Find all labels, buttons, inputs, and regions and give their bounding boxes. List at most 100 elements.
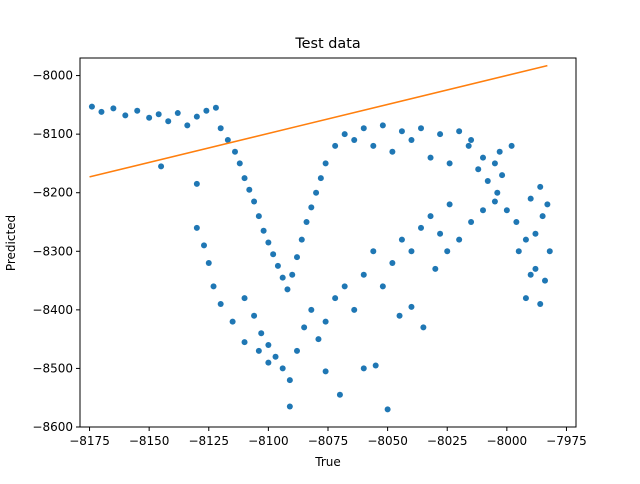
scatter-point-49 — [465, 142, 472, 149]
scatter-point-12 — [212, 104, 219, 111]
y-tick-label-4: −8200 — [32, 186, 73, 200]
scatter-point-110 — [515, 248, 522, 255]
plot-area — [79, 57, 577, 428]
scatter-point-97 — [201, 242, 207, 249]
scatter-point-29 — [298, 236, 305, 243]
scatter-point-105 — [444, 248, 451, 255]
y-axis-ticks: −8600 −8500 −8400 −8300 −8200 −8100 −8000 — [32, 69, 80, 434]
scatter-point-112 — [527, 271, 534, 278]
scatter-point-24 — [274, 262, 281, 269]
scatter-point-26 — [284, 286, 291, 293]
x-axis-label: True — [314, 455, 341, 469]
scatter-point-53 — [503, 207, 510, 214]
scatter-point-107 — [468, 219, 475, 225]
scatter-point-76 — [379, 283, 386, 290]
scatter-point-74 — [360, 271, 367, 278]
scatter-point-95 — [210, 283, 217, 290]
scatter-point-122 — [499, 172, 506, 179]
x-tick-label-8: −7975 — [546, 434, 587, 448]
scatter-point-60 — [251, 312, 258, 319]
scatter-point-13 — [217, 125, 224, 132]
scatter-point-80 — [418, 224, 424, 231]
scatter-point-0 — [88, 103, 95, 110]
scatter-point-32 — [313, 189, 320, 196]
scatter-point-87 — [360, 365, 367, 372]
scatter-point-52 — [494, 189, 501, 196]
scatter-point-71 — [332, 295, 339, 302]
scatter-point-78 — [398, 236, 405, 243]
scatter-point-64 — [279, 365, 286, 372]
scatter-point-67 — [301, 324, 308, 331]
y-axis-label: Predicted — [4, 215, 18, 271]
scatter-point-27 — [289, 271, 296, 278]
scatter-point-30 — [303, 219, 310, 225]
scatter-point-84 — [286, 403, 293, 410]
scatter-point-72 — [341, 283, 348, 290]
scatter-point-41 — [389, 148, 396, 155]
scatter-point-82 — [437, 230, 444, 237]
scatter-point-100 — [193, 180, 200, 187]
scatter-point-106 — [456, 236, 463, 243]
scatter-point-14 — [224, 137, 231, 143]
scatter-point-22 — [265, 239, 272, 246]
scatter-point-50 — [475, 166, 482, 173]
x-tick-label-1: −8150 — [129, 434, 170, 448]
scatter-point-102 — [408, 303, 415, 310]
scatter-point-2 — [110, 105, 117, 112]
scatter-point-91 — [255, 347, 262, 354]
scatter-point-111 — [522, 295, 529, 302]
fit-line-path — [89, 64, 548, 178]
scatter-point-81 — [427, 213, 434, 220]
scatter-point-48 — [456, 128, 463, 135]
scatter-point-114 — [537, 301, 544, 307]
scatter-point-56 — [532, 265, 539, 272]
scatter-point-51 — [484, 178, 491, 184]
scatter-point-104 — [432, 265, 439, 272]
scatter-point-75 — [370, 248, 377, 255]
scatter-point-42 — [398, 128, 405, 135]
scatter-point-116 — [546, 248, 553, 255]
x-axis-ticks: −8175 −8150 −8125 −8100 −8075 −8050 −8025 −8000… — [69, 427, 587, 448]
x-tick-label-2: −8125 — [188, 434, 229, 448]
y-tick-label-3: −8300 — [32, 244, 73, 258]
scatter-point-44 — [418, 125, 424, 132]
x-tick-label-3: −8100 — [248, 434, 289, 448]
scatter-point-120 — [496, 148, 503, 155]
y-tick-label-6: −8000 — [32, 69, 73, 83]
scatter-point-69 — [315, 336, 322, 343]
scatter-point-113 — [532, 230, 539, 237]
scatter-point-124 — [468, 137, 475, 143]
scatter-point-40 — [379, 122, 386, 129]
scatter-point-3 — [122, 112, 129, 119]
scatter-point-1 — [98, 108, 105, 115]
scatter-point-70 — [322, 318, 329, 325]
scatter-point-92 — [241, 339, 248, 346]
scatter-point-89 — [322, 368, 329, 375]
y-tick-label-5: −8100 — [32, 127, 73, 141]
scatter-point-118 — [537, 183, 544, 190]
scatter-point-62 — [265, 342, 272, 348]
scatter-point-66 — [294, 347, 300, 354]
scatter-point-65 — [286, 377, 293, 384]
scatter-point-17 — [241, 175, 248, 182]
scatter-point-57 — [539, 213, 546, 220]
scatter-point-58 — [544, 201, 551, 208]
scatter-point-34 — [322, 160, 329, 167]
scatter-point-16 — [236, 160, 243, 167]
scatter-point-5 — [146, 114, 153, 121]
scatter-point-46 — [437, 131, 444, 138]
scatter-point-54 — [513, 219, 520, 225]
scatter-point-77 — [389, 260, 396, 266]
scatter-point-83 — [446, 201, 453, 208]
scatter-point-79 — [408, 248, 415, 255]
scatter-point-93 — [229, 318, 236, 325]
scatter-point-38 — [360, 125, 367, 132]
scatter-point-73 — [351, 306, 358, 313]
scatter-point-61 — [258, 330, 265, 337]
scatter-point-109 — [491, 198, 498, 205]
scatter-point-7 — [165, 118, 172, 125]
scatter-point-45 — [427, 154, 434, 161]
scatter-point-123 — [480, 154, 486, 161]
scatter-point-94 — [217, 301, 224, 307]
